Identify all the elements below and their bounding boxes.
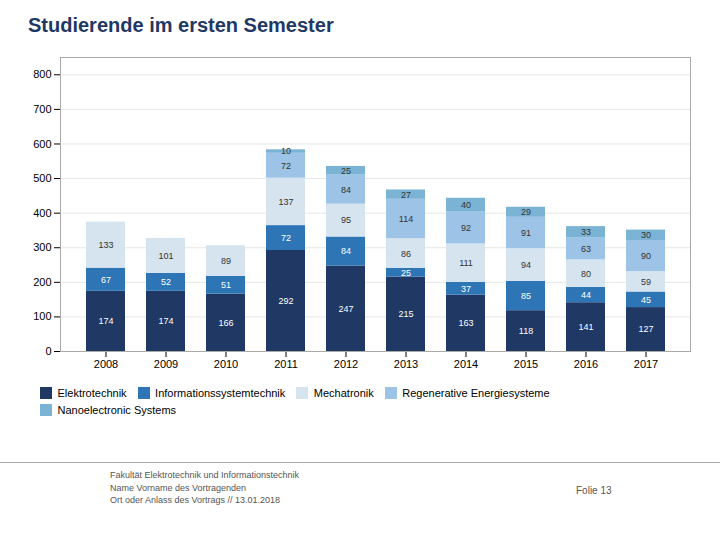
svg-text:10: 10 bbox=[281, 146, 291, 156]
svg-text:94: 94 bbox=[521, 260, 531, 270]
svg-text:92: 92 bbox=[461, 223, 471, 233]
svg-text:111: 111 bbox=[459, 258, 473, 268]
html-text:Regenerative Energiesysteme: Regenerative Energiesysteme bbox=[402, 387, 550, 400]
svg-text:30: 30 bbox=[641, 230, 651, 240]
svg-text:80: 80 bbox=[581, 269, 591, 279]
svg-text:95: 95 bbox=[341, 215, 351, 225]
svg-text:2013: 2013 bbox=[394, 358, 418, 370]
svg-text:2015: 2015 bbox=[514, 358, 538, 370]
svg-text:137: 137 bbox=[278, 197, 293, 207]
svg-text:44: 44 bbox=[581, 290, 591, 300]
svg-text:25: 25 bbox=[401, 268, 411, 278]
svg-text:84: 84 bbox=[341, 246, 351, 256]
svg-text:0: 0 bbox=[45, 345, 51, 357]
svg-text:89: 89 bbox=[221, 256, 231, 266]
svg-text:45: 45 bbox=[641, 295, 651, 305]
svg-text:33: 33 bbox=[581, 227, 591, 237]
html-text:Mechatronik: Mechatronik bbox=[313, 387, 374, 400]
svg-text:133: 133 bbox=[98, 240, 113, 250]
svg-text:37: 37 bbox=[461, 284, 471, 294]
svg-text:84: 84 bbox=[341, 185, 351, 195]
svg-text:2008: 2008 bbox=[94, 358, 118, 370]
svg-text:700: 700 bbox=[33, 103, 51, 115]
svg-text:2017: 2017 bbox=[634, 358, 658, 370]
svg-text:215: 215 bbox=[398, 309, 413, 319]
svg-text:500: 500 bbox=[33, 172, 51, 184]
svg-text:101: 101 bbox=[158, 251, 173, 261]
html-text:Elektrotechnik: Elektrotechnik bbox=[57, 387, 127, 400]
svg-text:40: 40 bbox=[461, 200, 471, 210]
svg-text:2014: 2014 bbox=[454, 358, 478, 370]
html-text:Informationssystemtechnik: Informationssystemtechnik bbox=[155, 387, 286, 400]
svg-text:2010: 2010 bbox=[214, 358, 238, 370]
svg-text:72: 72 bbox=[281, 161, 291, 171]
html-text:Studierende im ersten Semester: Studierende im ersten Semester bbox=[28, 14, 334, 36]
svg-text:27: 27 bbox=[401, 190, 411, 200]
svg-text:174: 174 bbox=[158, 316, 173, 326]
svg-text:63: 63 bbox=[581, 244, 591, 254]
svg-text:67: 67 bbox=[101, 275, 111, 285]
svg-text:25: 25 bbox=[341, 166, 351, 176]
svg-text:2011: 2011 bbox=[274, 358, 298, 370]
svg-text:52: 52 bbox=[161, 277, 171, 287]
svg-text:100: 100 bbox=[33, 310, 51, 322]
svg-text:174: 174 bbox=[98, 316, 113, 326]
svg-text:127: 127 bbox=[638, 324, 653, 334]
html-text:Fakultät Elektrotechnik und In: Fakultät Elektrotechnik und Informations… bbox=[110, 470, 300, 506]
svg-text:90: 90 bbox=[641, 251, 651, 261]
svg-text:2016: 2016 bbox=[574, 358, 598, 370]
svg-text:166: 166 bbox=[218, 318, 233, 328]
svg-text:2009: 2009 bbox=[154, 358, 178, 370]
svg-text:114: 114 bbox=[399, 214, 413, 224]
svg-text:292: 292 bbox=[278, 296, 293, 306]
svg-text:72: 72 bbox=[281, 233, 291, 243]
html-text:Folie 13: Folie 13 bbox=[576, 485, 612, 496]
svg-text:91: 91 bbox=[521, 228, 531, 238]
svg-text:86: 86 bbox=[401, 248, 411, 258]
svg-text:400: 400 bbox=[33, 207, 51, 219]
svg-text:2012: 2012 bbox=[334, 358, 358, 370]
svg-text:59: 59 bbox=[641, 277, 651, 287]
svg-text:600: 600 bbox=[33, 137, 51, 149]
svg-text:85: 85 bbox=[521, 291, 531, 301]
svg-text:141: 141 bbox=[578, 322, 593, 332]
svg-text:163: 163 bbox=[458, 318, 473, 328]
svg-text:200: 200 bbox=[33, 276, 51, 288]
svg-text:29: 29 bbox=[521, 207, 531, 217]
svg-text:300: 300 bbox=[33, 241, 51, 253]
svg-text:800: 800 bbox=[33, 68, 51, 80]
svg-text:118: 118 bbox=[519, 326, 533, 336]
svg-text:51: 51 bbox=[221, 280, 231, 290]
svg-text:247: 247 bbox=[338, 304, 353, 314]
html-text:Nanoelectronic Systems: Nanoelectronic Systems bbox=[57, 403, 177, 416]
